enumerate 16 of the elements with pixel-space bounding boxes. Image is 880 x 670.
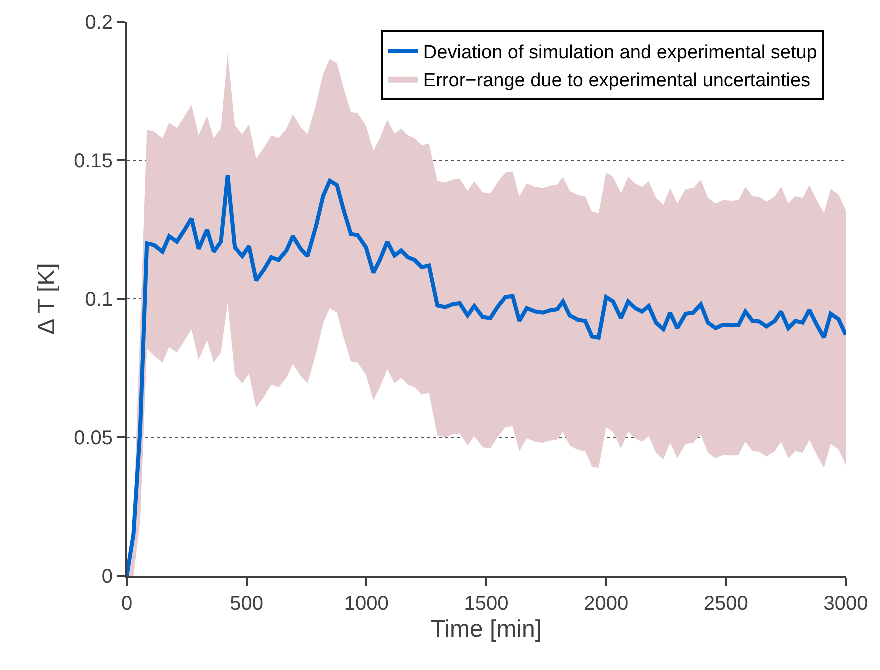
x-tick-label: 3000 — [824, 593, 868, 615]
x-tick-label: 1500 — [464, 593, 509, 615]
legend-label: Deviation of simulation and experimental setup — [423, 42, 818, 64]
y-tick-label: 0.2 — [85, 12, 113, 34]
x-axis-title: Time [min] — [430, 616, 542, 643]
x-tick-label: 1000 — [344, 593, 389, 615]
y-tick-label: 0.15 — [74, 150, 113, 172]
y-tick-label: 0 — [102, 566, 113, 588]
x-tick-label: 2000 — [584, 593, 629, 615]
y-tick-label: 0.1 — [85, 289, 113, 311]
legend-label: Error−range due to experimental uncertainties — [423, 70, 811, 92]
x-tick-label: 2500 — [704, 593, 748, 615]
y-axis-title: Δ T [K] — [34, 263, 61, 335]
x-tick-label: 0 — [121, 593, 133, 615]
x-tick-label: 500 — [230, 593, 264, 615]
y-tick-label: 0.05 — [74, 428, 113, 450]
